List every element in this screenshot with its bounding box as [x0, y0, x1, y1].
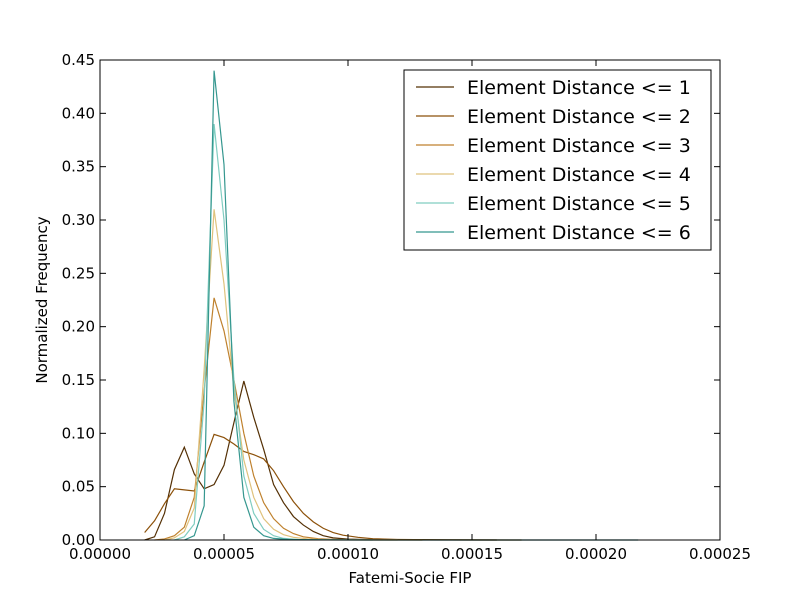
x-axis-label: Fatemi-Socie FIP — [349, 569, 472, 587]
series-line-1 — [144, 380, 497, 541]
y-axis-label: Normalized Frequency — [33, 216, 51, 383]
series-line-5 — [174, 123, 373, 541]
x-tick-label: 0.00020 — [565, 545, 627, 563]
y-tick-label: 0.25 — [62, 264, 95, 282]
y-tick-label: 0.35 — [62, 158, 95, 176]
series-line-2 — [144, 433, 522, 541]
y-tick-label: 0.15 — [62, 371, 95, 389]
legend: Element Distance <= 1 Element Distance <=… — [403, 69, 712, 251]
y-tick-label: 0.40 — [62, 104, 95, 122]
legend-entry-label: Element Distance <= 6 — [467, 222, 691, 244]
y-tick-label: 0.45 — [62, 51, 95, 69]
legend-entry-label: Element Distance <= 5 — [467, 193, 691, 215]
x-tick-label: 0.00025 — [689, 545, 751, 563]
x-tick-label: 0.00010 — [317, 545, 379, 563]
y-tick-label: 0.10 — [62, 424, 95, 442]
plot-frame — [99, 59, 721, 541]
series-line-4 — [164, 209, 398, 541]
y-axis: 0.00 0.05 0.10 0.15 0.20 0.25 0.30 0.35 0.40 0.45 — [62, 51, 720, 549]
y-tick-label: 0.05 — [62, 478, 95, 496]
x-tick-label: 0.00005 — [193, 545, 255, 563]
x-tick-label: 0.00000 — [69, 545, 131, 563]
y-tick-label: 0.20 — [62, 318, 95, 336]
legend-entry-label: Element Distance <= 1 — [467, 77, 691, 99]
legend-entry-label: Element Distance <= 3 — [467, 135, 691, 157]
y-tick-label: 0.30 — [62, 211, 95, 229]
series-line-3 — [154, 297, 423, 541]
y-tick-label: 0.00 — [62, 531, 95, 549]
legend-entry-label: Element Distance <= 4 — [467, 164, 691, 186]
x-axis: 0.00000 0.00005 0.00010 0.00015 0.00020 0.000… — [69, 60, 751, 563]
legend-entry-label: Element Distance <= 2 — [467, 106, 691, 128]
x-tick-label: 0.00015 — [441, 545, 503, 563]
legend-box — [403, 69, 712, 251]
